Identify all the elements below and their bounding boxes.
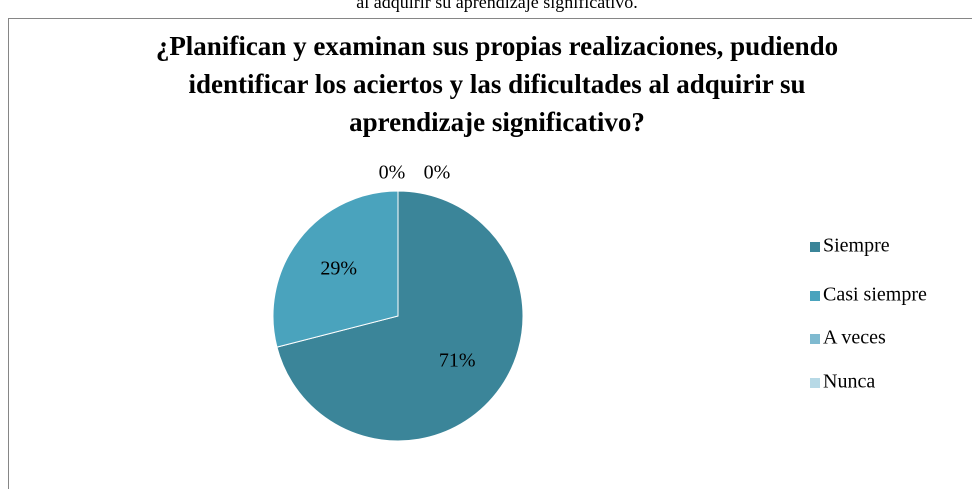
chart-title: ¿Planifican y examinan sus propias reali… (155, 31, 839, 137)
legend-swatch (810, 378, 820, 388)
caption: al adquirir su aprendizaje significativo… (356, 0, 637, 12)
data-label: 29% (320, 258, 357, 280)
legend-swatch (810, 291, 820, 301)
data-label: 0% (424, 162, 451, 184)
pie-slice (272, 190, 399, 348)
legend-label: A veces (823, 327, 886, 349)
legend-label: Casi siempre (823, 284, 927, 306)
legend-swatch (810, 334, 820, 344)
pie-slice (276, 190, 524, 442)
legend-label: Siempre (823, 235, 890, 257)
data-label: 71% (439, 350, 476, 372)
data-label: 0% (379, 162, 406, 184)
legend-label: Nunca (823, 371, 875, 393)
legend-swatch (810, 242, 820, 252)
